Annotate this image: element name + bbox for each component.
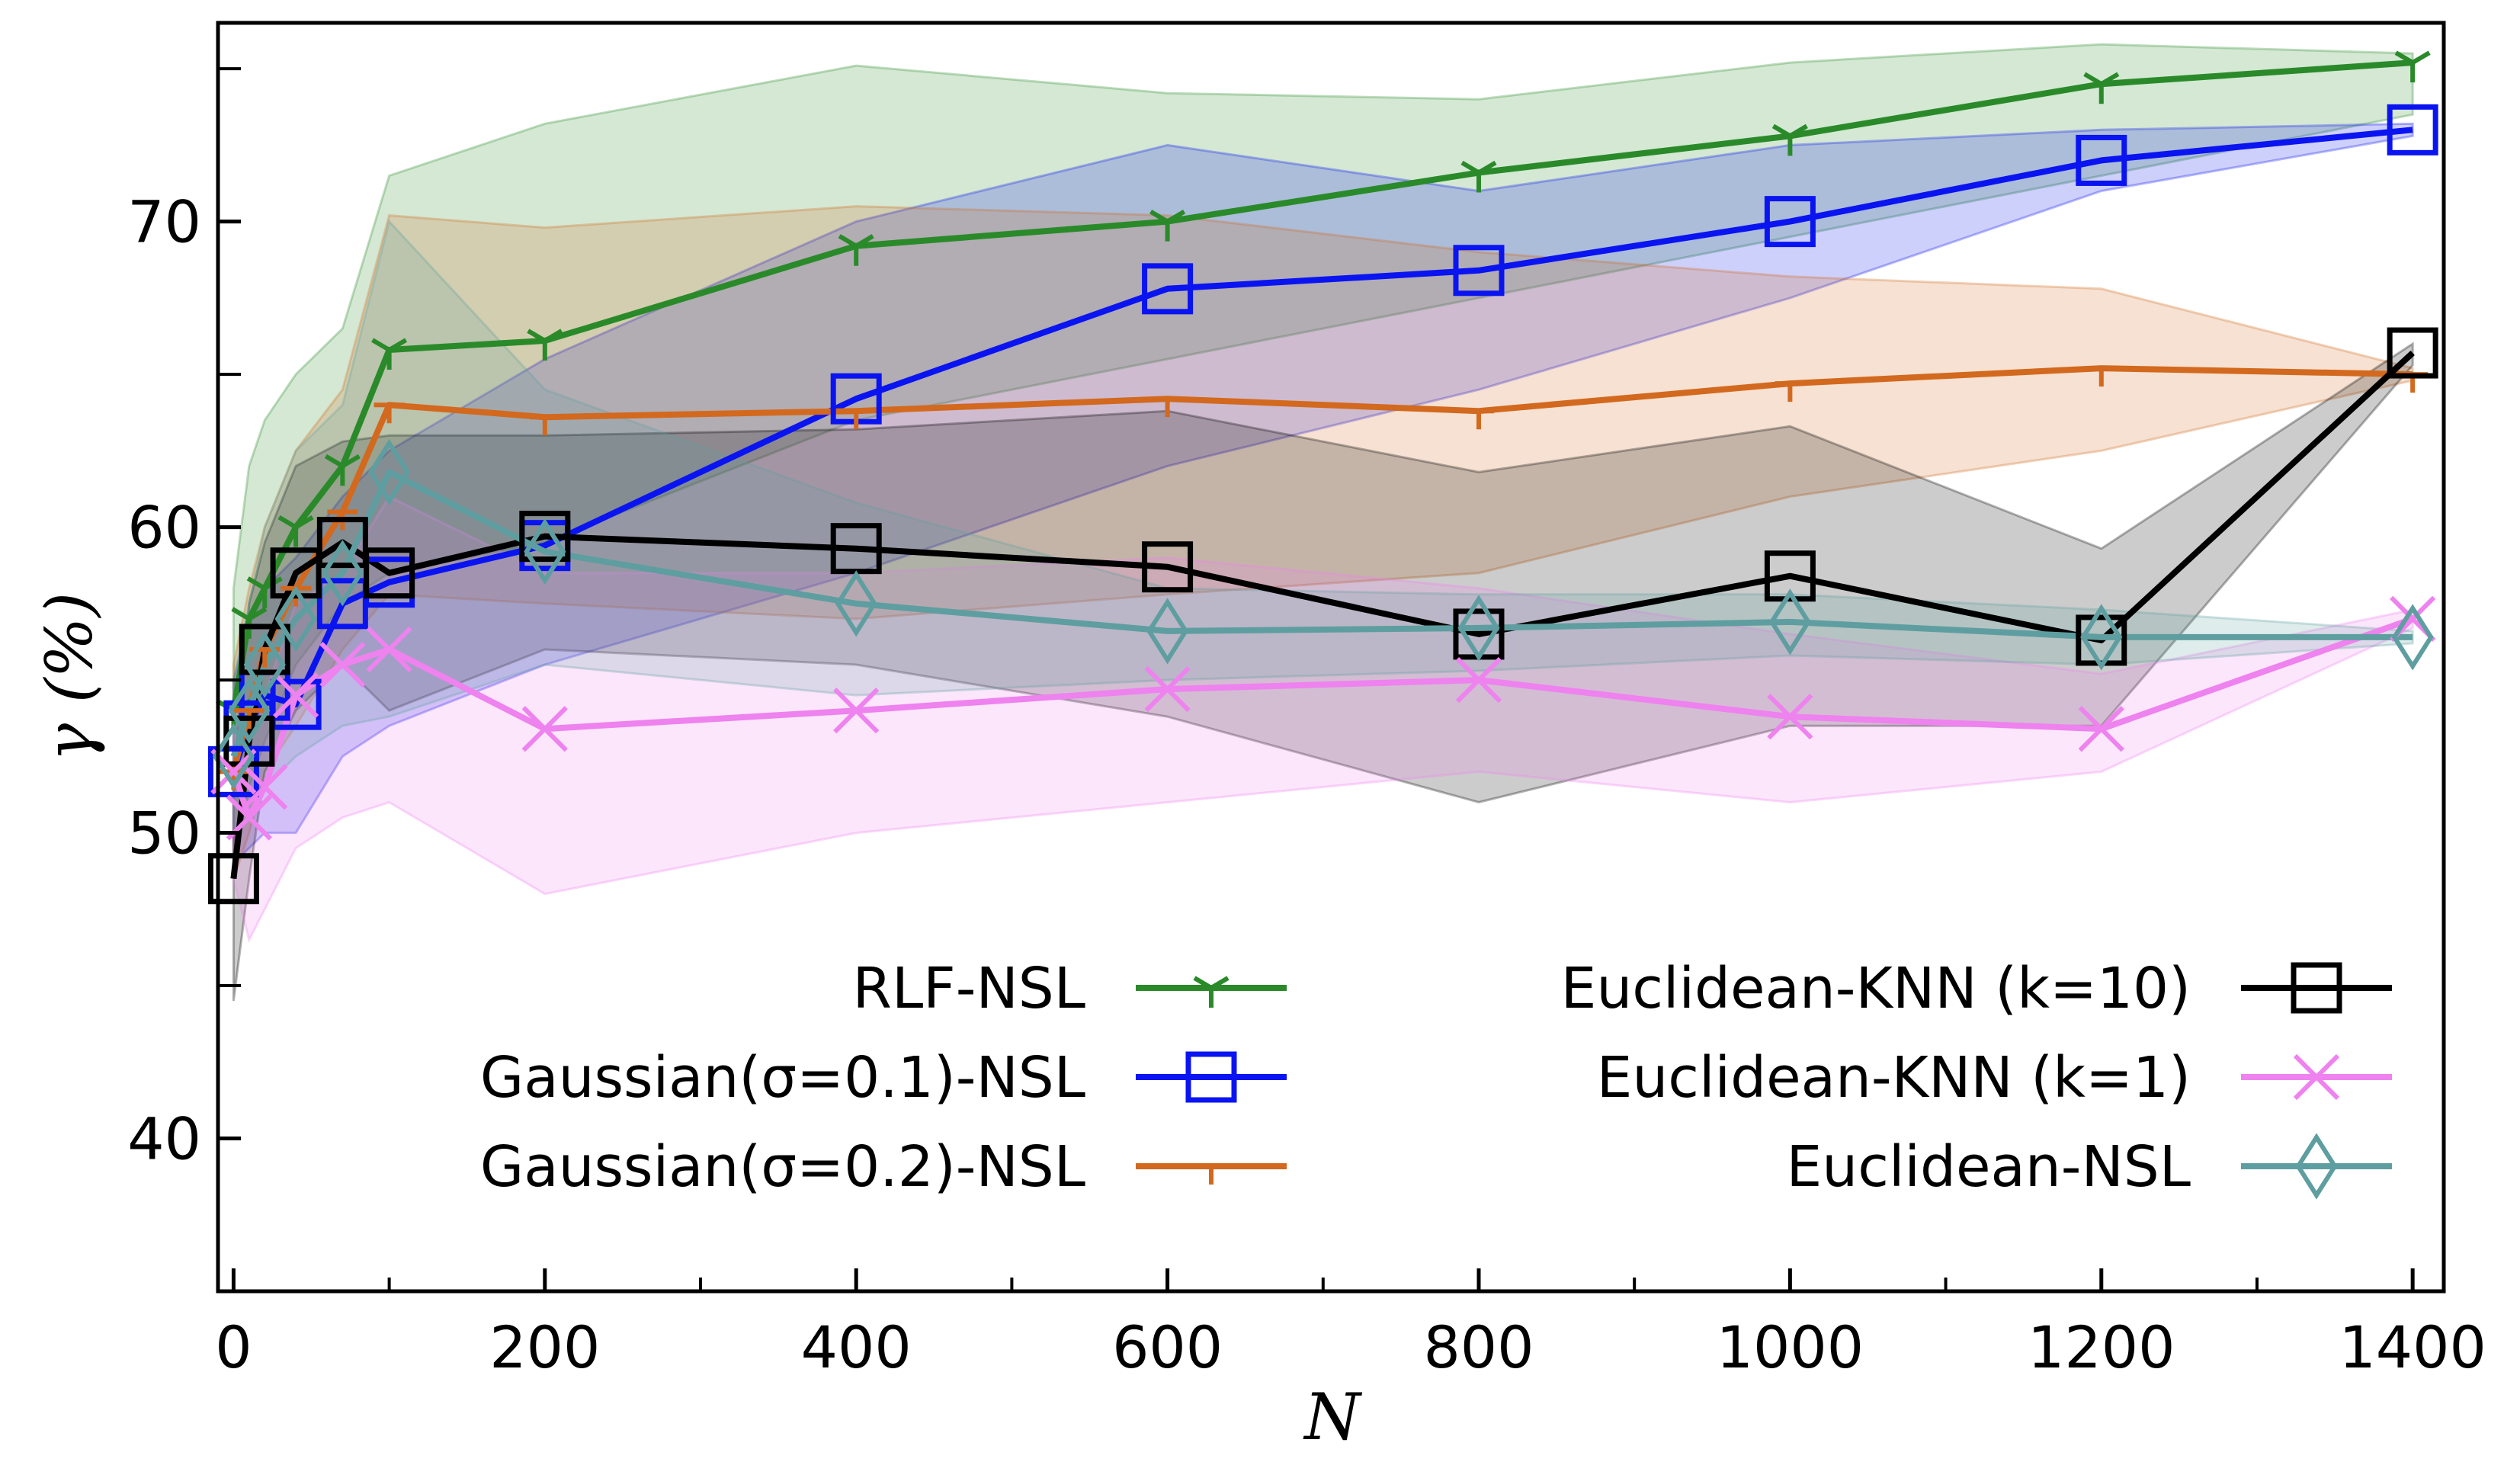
x-tick-label: 0: [215, 1313, 252, 1381]
legend-marker: [2291, 962, 2342, 1014]
y-axis-label: γ (%): [32, 592, 107, 761]
band-euclidean-nsl: [232, 219, 2414, 836]
legend-entry-gaussian-0-1-nsl: Gaussian(σ=0.1)-NSL: [480, 1045, 1287, 1111]
legend-label: Euclidean-KNN (k=10): [1561, 956, 2191, 1021]
point-euclidean-knn-k-1: [366, 626, 412, 673]
point-gaussian-0-1-nsl: [1453, 245, 1505, 297]
point-euclidean-nsl: [835, 570, 877, 637]
point-rlf-nsl: [371, 338, 408, 370]
series-markers: [207, 50, 2438, 905]
point-gaussian-0-2-nsl: [374, 402, 405, 424]
point-gaussian-0-2-nsl: [2086, 366, 2117, 387]
point-euclidean-knn-k-1: [1455, 656, 1502, 704]
legend-label: Euclidean-KNN (k=1): [1597, 1045, 2191, 1111]
y-tick-label: 50: [127, 800, 201, 867]
point-euclidean-nsl: [1768, 588, 1811, 656]
axes: 0 200 400 600 800 1000 1200 1400 40 50 60 70: [127, 21, 2486, 1381]
point-rlf-nsl: [2394, 50, 2431, 83]
point-euclidean-nsl: [321, 540, 364, 607]
point-euclidean-nsl: [1457, 595, 1500, 662]
point-euclidean-knn-k-10: [2387, 327, 2438, 379]
x-tick-label: 1000: [1717, 1313, 1864, 1381]
point-euclidean-knn-k-1: [521, 706, 568, 752]
point-rlf-nsl: [1460, 160, 1497, 193]
x-axis-label: N: [1303, 1380, 1362, 1454]
band-rlf-nsl: [232, 43, 2414, 864]
x-tick-label: 600: [1112, 1313, 1223, 1381]
confidence-bands: [232, 43, 2414, 1002]
point-euclidean-nsl: [524, 518, 566, 585]
legend-marker: [2295, 1133, 2338, 1200]
point-gaussian-0-2-nsl: [1463, 409, 1494, 430]
point-rlf-nsl: [277, 515, 314, 547]
y-tick-label: 60: [127, 494, 201, 562]
point-rlf-nsl: [838, 234, 874, 266]
point-euclidean-knn-k-10: [207, 853, 259, 905]
point-euclidean-knn-k-1: [1144, 665, 1191, 713]
legend-entry-euclidean-knn-k-10: Euclidean-KNN (k=10): [1561, 956, 2392, 1021]
legend-entry-euclidean-knn-k-1: Euclidean-KNN (k=1): [1597, 1045, 2392, 1111]
point-euclidean-nsl: [212, 723, 255, 790]
band-euclidean-knn-k-1: [232, 495, 2414, 944]
legend-marker: [1193, 976, 1230, 1008]
point-euclidean-knn-k-10: [316, 517, 368, 569]
point-gaussian-0-1-nsl: [1764, 196, 1816, 248]
point-euclidean-nsl: [1146, 598, 1189, 665]
point-gaussian-0-1-nsl: [1142, 263, 1194, 315]
legend-entry-euclidean-nsl: Euclidean-NSL: [1787, 1133, 2392, 1200]
point-euclidean-knn-k-1: [319, 641, 366, 688]
legend-entry-gaussian-0-2-nsl: Gaussian(σ=0.2)-NSL: [480, 1134, 1287, 1200]
point-rlf-nsl: [2083, 72, 2120, 104]
legend-label: Euclidean-NSL: [1787, 1134, 2191, 1200]
point-euclidean-knn-k-10: [519, 511, 571, 563]
point-euclidean-nsl: [243, 631, 286, 698]
point-euclidean-knn-k-10: [364, 547, 415, 599]
y-tick-label: 70: [127, 188, 201, 256]
point-euclidean-nsl: [274, 585, 317, 652]
point-euclidean-nsl: [2080, 604, 2123, 671]
point-gaussian-0-1-nsl: [2076, 134, 2127, 186]
x-tick-label: 800: [1423, 1313, 1534, 1381]
legend-marker: [1185, 1051, 1237, 1103]
legend-label: Gaussian(σ=0.1)-NSL: [480, 1045, 1085, 1111]
point-euclidean-knn-k-10: [239, 624, 290, 675]
point-euclidean-knn-k-10: [1142, 541, 1194, 593]
point-rlf-nsl: [324, 454, 361, 486]
point-gaussian-0-1-nsl: [2387, 104, 2438, 155]
point-gaussian-0-2-nsl: [841, 409, 872, 430]
point-gaussian-0-2-nsl: [529, 415, 560, 436]
band-euclidean-knn-k-10: [232, 341, 2414, 1002]
x-tick-label: 200: [489, 1313, 600, 1381]
point-rlf-nsl: [527, 329, 563, 361]
plot-frame: [216, 21, 2446, 1294]
point-euclidean-knn-k-1: [2078, 706, 2124, 752]
x-tick-label: 1400: [2339, 1313, 2486, 1381]
legend: RLF-NSL Gaussian(σ=0.1)-NSL Gaussian(σ=0.2…: [480, 956, 2392, 1200]
point-euclidean-knn-k-10: [1764, 550, 1816, 602]
point-gaussian-0-1-nsl: [270, 678, 322, 730]
point-gaussian-0-2-nsl: [1775, 381, 1806, 402]
point-euclidean-knn-k-1: [242, 764, 288, 810]
point-rlf-nsl: [1771, 123, 1808, 156]
point-euclidean-knn-k-1: [833, 688, 880, 734]
legend-marker: [2293, 1053, 2340, 1101]
point-euclidean-knn-k-1: [1767, 694, 1813, 740]
point-euclidean-nsl: [368, 438, 411, 506]
legend-label: Gaussian(σ=0.2)-NSL: [480, 1134, 1085, 1200]
point-euclidean-nsl: [2391, 604, 2434, 671]
x-tick-label: 1200: [2028, 1313, 2175, 1381]
y-tick-label: 40: [127, 1105, 201, 1173]
point-rlf-nsl: [1149, 210, 1186, 242]
legend-label: RLF-NSL: [853, 956, 1085, 1021]
point-euclidean-knn-k-1: [272, 672, 319, 719]
point-euclidean-nsl: [228, 677, 271, 744]
x-tick-label: 400: [801, 1313, 912, 1381]
point-gaussian-0-2-nsl: [1152, 396, 1183, 418]
point-euclidean-knn-k-10: [270, 547, 322, 599]
legend-entry-rlf-nsl: RLF-NSL: [853, 956, 1287, 1021]
legend-marker: [1196, 1164, 1226, 1185]
